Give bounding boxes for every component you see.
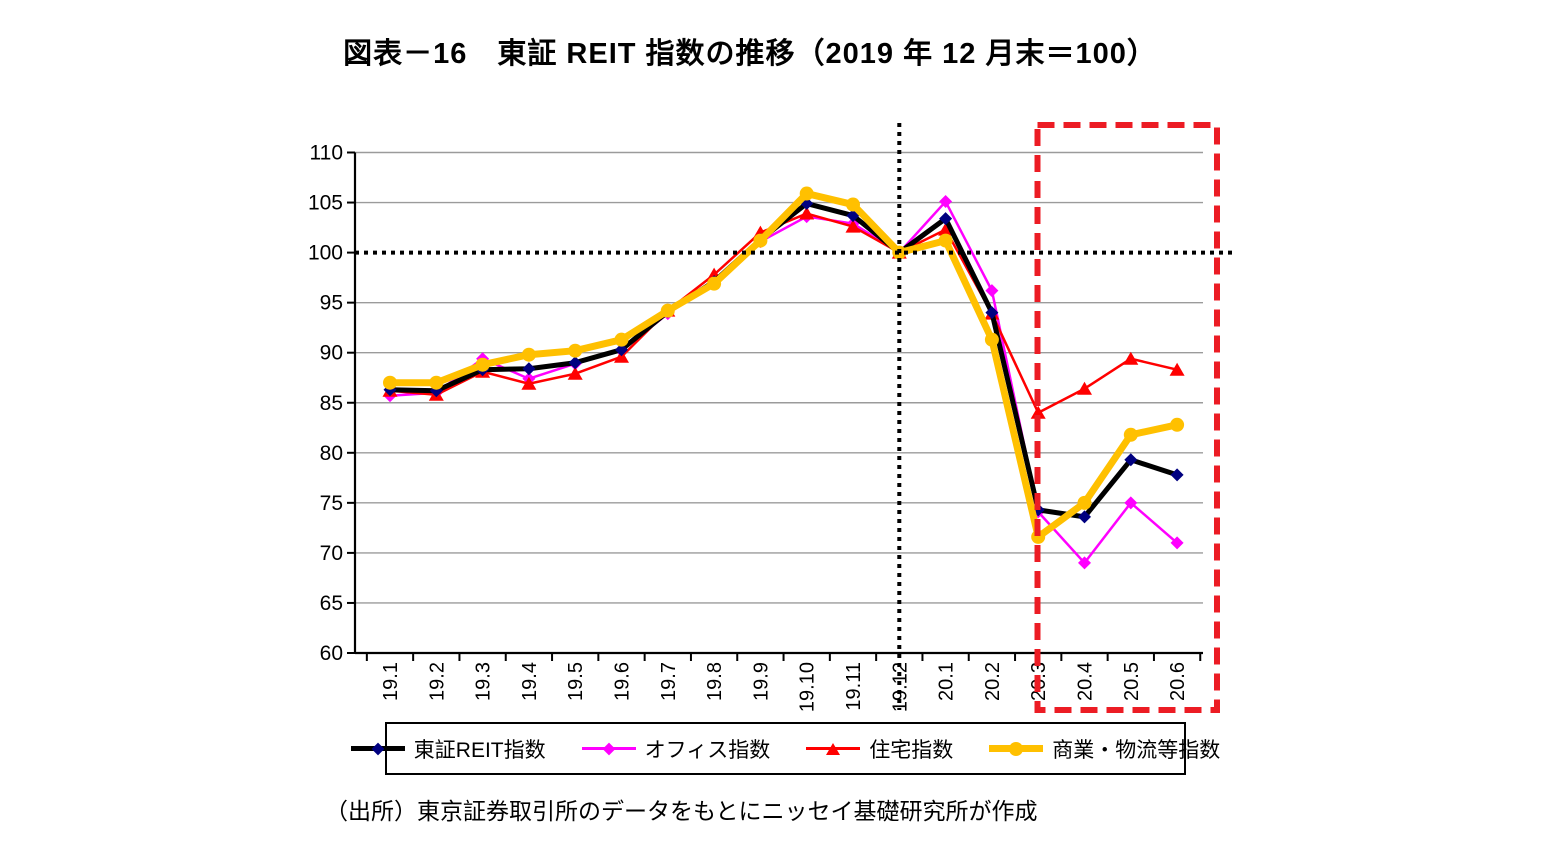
diamond-marker-icon bbox=[1078, 510, 1091, 524]
circle-marker-icon bbox=[521, 347, 536, 362]
diamond-marker-icon bbox=[615, 343, 628, 357]
legend-label-tse-reit: 東証REIT指数 bbox=[413, 738, 546, 762]
x-tick-label: 20.5 bbox=[1121, 662, 1143, 701]
legend: 東証REIT指数 オフィス指数 住宅指数 商業・物流等指数 bbox=[350, 722, 1220, 775]
triangle-marker-icon bbox=[1077, 381, 1092, 395]
x-tick-label: 19.12 bbox=[889, 662, 911, 712]
y-tick-label: 75 bbox=[320, 492, 343, 515]
legend-item-residential: 住宅指数 bbox=[806, 734, 953, 764]
triangle-marker-icon bbox=[845, 219, 861, 233]
circle-marker-icon bbox=[938, 233, 953, 248]
diamond-marker-icon bbox=[568, 356, 582, 370]
triangle-marker-icon bbox=[826, 742, 841, 755]
x-tick-label: 19.4 bbox=[519, 662, 541, 701]
y-tick-label: 105 bbox=[308, 192, 343, 215]
circle-marker-icon bbox=[383, 375, 397, 390]
x-tick-label: 19.2 bbox=[426, 662, 448, 701]
x-tick-label: 19.3 bbox=[473, 662, 495, 701]
triangle-marker-icon bbox=[614, 349, 629, 363]
x-tick-label: 19.8 bbox=[704, 662, 726, 701]
triangle-marker-icon bbox=[521, 376, 537, 390]
y-tick-label: 65 bbox=[320, 592, 343, 615]
circle-marker-icon bbox=[475, 357, 490, 372]
legend-item-commercial-logistics: 商業・物流等指数 bbox=[989, 734, 1220, 764]
y-tick-label: 80 bbox=[320, 442, 343, 465]
y-tick-label: 85 bbox=[320, 392, 343, 415]
y-tick-label: 110 bbox=[310, 142, 343, 165]
circle-marker-icon bbox=[1077, 495, 1092, 510]
triangle-marker-icon bbox=[567, 366, 583, 380]
y-tick-label: 95 bbox=[320, 292, 343, 315]
triangle-marker-icon bbox=[938, 222, 954, 236]
diamond-marker-icon bbox=[985, 306, 999, 320]
circle-marker-icon bbox=[753, 233, 768, 248]
legend-label-commercial-logistics: 商業・物流等指数 bbox=[1052, 738, 1221, 762]
x-tick-label: 19.11 bbox=[843, 662, 865, 711]
circle-marker-icon bbox=[614, 332, 629, 347]
triangle-marker-icon bbox=[1123, 351, 1139, 365]
series-residential bbox=[382, 206, 1185, 419]
x-tick-label: 20.2 bbox=[982, 662, 1004, 701]
legend-item-tse-reit: 東証REIT指数 bbox=[350, 734, 546, 764]
diamond-marker-icon bbox=[1124, 453, 1138, 467]
x-tick-label: 19.1 bbox=[380, 662, 402, 701]
circle-marker-icon bbox=[799, 186, 814, 201]
diamond-marker-icon bbox=[602, 742, 615, 755]
diamond-marker-icon bbox=[1170, 468, 1184, 482]
diamond-marker-icon bbox=[939, 212, 953, 226]
y-tick-label: 90 bbox=[320, 342, 343, 365]
triangle-marker-icon bbox=[799, 206, 815, 220]
diamond-marker-icon bbox=[1078, 556, 1091, 570]
triangle-marker-icon bbox=[1169, 362, 1185, 376]
circle-marker-icon bbox=[707, 276, 722, 291]
diamond-marker-icon bbox=[371, 742, 385, 755]
x-tick-label: 19.9 bbox=[750, 662, 772, 701]
legend-label-office: オフィス指数 bbox=[644, 738, 771, 762]
x-tick-label: 20.6 bbox=[1167, 662, 1189, 701]
circle-marker-icon bbox=[1170, 417, 1185, 432]
legend-label-residential: 住宅指数 bbox=[869, 738, 954, 762]
x-tick-label: 19.10 bbox=[797, 662, 819, 712]
x-tick-label: 19.6 bbox=[612, 662, 634, 701]
diamond-marker-icon bbox=[522, 362, 536, 376]
axes: 60 65 70 75 80 85 90 95 100 105 110 19.1 19.2 19.3 19.… bbox=[308, 142, 1203, 712]
triangle-marker-icon bbox=[1030, 405, 1046, 419]
y-tick-label: 70 bbox=[320, 542, 343, 565]
y-tick-label: 100 bbox=[308, 242, 343, 265]
circle-marker-icon bbox=[846, 197, 860, 212]
y-tick-label: 60 bbox=[320, 642, 343, 665]
diamond-marker-icon bbox=[985, 284, 999, 298]
diamond-marker-icon bbox=[1170, 536, 1184, 550]
gridlines bbox=[355, 151, 1203, 604]
tse-reit-line-sample bbox=[350, 742, 405, 755]
source-note: （出所）東京証券取引所のデータをもとにニッセイ基礎研究所が作成 bbox=[325, 798, 1038, 824]
circle-marker-icon bbox=[984, 332, 999, 347]
residential-line-sample bbox=[806, 742, 861, 755]
circle-marker-icon bbox=[429, 375, 444, 390]
series-commercial-logistics bbox=[383, 186, 1185, 544]
diamond-marker-icon bbox=[1124, 496, 1138, 510]
highlight-box bbox=[1034, 122, 1220, 713]
x-tick-label: 20.4 bbox=[1075, 662, 1097, 701]
circle-marker-icon bbox=[1123, 427, 1138, 442]
diamond-marker-icon bbox=[939, 195, 953, 209]
circle-marker-icon bbox=[1009, 741, 1024, 756]
office-line-sample bbox=[581, 742, 636, 755]
commercial-logistics-line-sample bbox=[989, 741, 1044, 756]
legend-item-office: オフィス指数 bbox=[581, 734, 771, 764]
chart-title: 図表－16 東証 REIT 指数の推移（2019 年 12 月末＝100） bbox=[343, 38, 1157, 70]
baseline-reference-lines bbox=[355, 123, 1237, 710]
x-tick-label: 19.5 bbox=[565, 662, 587, 701]
x-tick-label: 20.1 bbox=[936, 662, 958, 701]
x-tick-label: 19.7 bbox=[658, 662, 680, 701]
circle-marker-icon bbox=[660, 303, 675, 318]
circle-marker-icon bbox=[568, 343, 583, 358]
